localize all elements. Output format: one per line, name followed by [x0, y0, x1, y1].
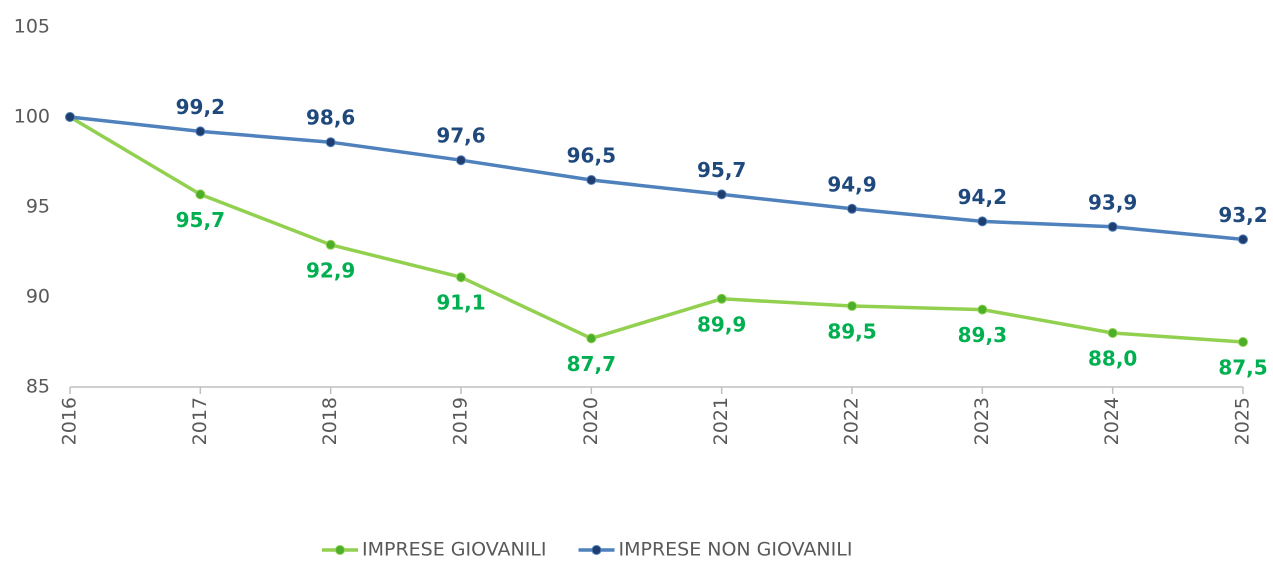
data-label: 99,2 [176, 95, 225, 119]
point [456, 155, 466, 166]
point [847, 301, 857, 311]
legend-marker [335, 545, 345, 555]
point [325, 239, 336, 250]
legend-marker [591, 545, 602, 555]
point [456, 272, 466, 283]
point [1107, 328, 1118, 338]
data-label: 92,9 [306, 258, 355, 282]
x-tick-label: 2021 [710, 397, 732, 445]
data-label: 97,6 [436, 124, 485, 148]
point [977, 216, 988, 227]
data-label: 98,6 [306, 106, 355, 130]
x-tick-label: 2023 [971, 397, 993, 445]
legend-label: IMPRESE NON GIOVANILI [619, 539, 853, 561]
data-label: 88,0 [1088, 347, 1137, 371]
point [586, 175, 597, 185]
legend-label: IMPRESE GIOVANILI [362, 539, 547, 561]
point [325, 137, 336, 148]
data-label: 94,9 [827, 172, 876, 196]
data-label: 93,9 [1088, 190, 1137, 214]
y-tick-label: 100 [14, 106, 50, 128]
x-tick-label: 2018 [319, 397, 341, 445]
y-tick-label: 85 [26, 376, 50, 398]
x-tick-label: 2019 [450, 397, 472, 445]
series-line [69, 115, 1244, 344]
point [1238, 337, 1248, 347]
point [65, 112, 75, 122]
data-label: 96,5 [567, 144, 616, 168]
x-tick-label: 2022 [841, 397, 863, 445]
x-tick-label: 2017 [189, 397, 211, 445]
y-tick-label: 90 [26, 286, 50, 308]
y-tick-label: 105 [14, 16, 50, 38]
point [586, 333, 597, 344]
point [977, 304, 988, 315]
point [1107, 221, 1118, 232]
x-tick-label: 2016 [59, 397, 81, 445]
x-tick-label: 2024 [1101, 397, 1123, 445]
point [847, 203, 857, 214]
x-tick-label: 2020 [580, 397, 602, 445]
data-label: 87,5 [1218, 356, 1267, 380]
point [1238, 234, 1248, 245]
data-label: 94,2 [958, 185, 1007, 209]
point [716, 293, 727, 304]
data-label: 95,7 [697, 158, 746, 182]
data-label: 91,1 [436, 291, 485, 315]
data-label: 89,3 [958, 323, 1007, 347]
y-tick-label: 95 [26, 196, 50, 218]
point [195, 189, 206, 200]
data-label: 89,9 [697, 312, 746, 336]
point [716, 189, 727, 200]
data-label: 87,7 [567, 352, 616, 376]
data-label: 89,5 [827, 320, 876, 344]
data-label: 93,2 [1218, 203, 1267, 227]
series-line [69, 115, 1244, 242]
data-label: 95,7 [176, 208, 225, 232]
x-tick-label: 2025 [1232, 397, 1254, 445]
point [195, 126, 206, 137]
